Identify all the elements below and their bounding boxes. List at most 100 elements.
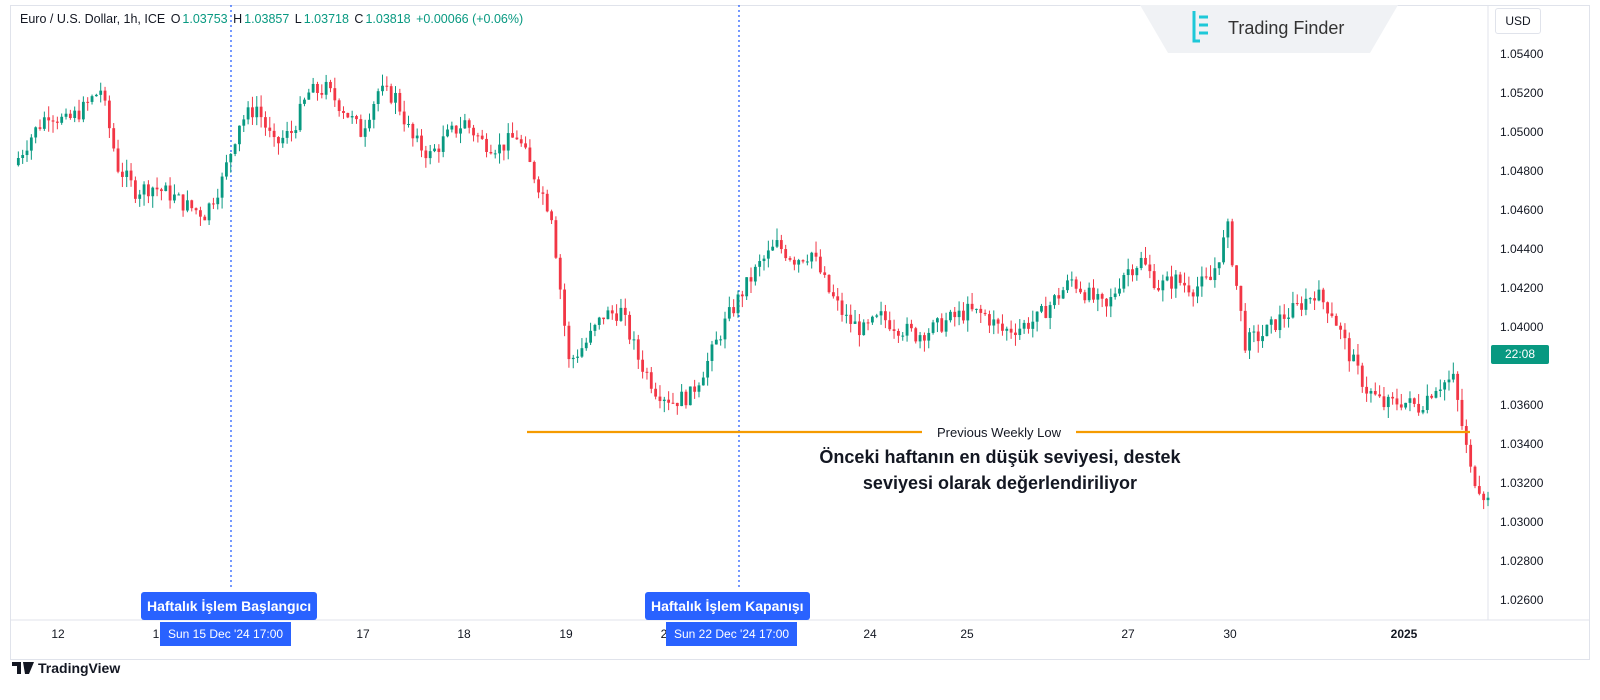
candle-body	[1070, 279, 1074, 281]
candle-body	[151, 187, 155, 197]
candle-body	[264, 117, 267, 128]
candle-body	[879, 311, 883, 316]
week-start-time: Sun 15 Dec '24 17:00	[160, 622, 292, 646]
candle-body	[814, 252, 818, 257]
y-tick-label: 1.02800	[1500, 554, 1544, 568]
y-tick-label: 1.02600	[1500, 593, 1544, 607]
candle-body	[1144, 257, 1147, 265]
candle-body	[168, 185, 172, 201]
candle-body	[576, 356, 579, 358]
candle-body	[389, 86, 393, 103]
candle-body	[493, 153, 497, 155]
candle-body	[51, 120, 55, 122]
price-axis[interactable]: 1.05400 1.05200 1.05000 1.04800 1.04600 1.044…	[1500, 47, 1544, 607]
candle-body	[1447, 379, 1451, 383]
week-close-label: Haftalık İşlem Kapanışı	[645, 592, 810, 620]
y-tick-label: 1.03200	[1500, 476, 1544, 490]
candle-body	[212, 203, 215, 205]
x-tick-label: 2	[661, 627, 668, 641]
candle-body	[1191, 292, 1195, 297]
candle-body	[962, 310, 965, 321]
candle-body	[1469, 444, 1473, 467]
candle-body	[394, 92, 397, 103]
change-value: +0.00066 (+0.06%)	[416, 12, 524, 26]
candle-body	[580, 348, 584, 357]
candle-body	[216, 197, 220, 205]
candle-body	[268, 127, 272, 131]
candle-body	[272, 130, 276, 138]
candle-body	[788, 258, 792, 260]
x-tick-label: 30	[1223, 627, 1237, 641]
low-value: 1.03718	[303, 12, 349, 26]
currency-selector[interactable]: USD	[1495, 8, 1541, 34]
candle-body	[220, 176, 224, 198]
candle-body	[1334, 315, 1338, 326]
candle-body	[593, 324, 597, 331]
candle-body	[515, 137, 519, 140]
candle-body	[34, 127, 38, 138]
candle-body	[988, 314, 991, 326]
candle-body	[1148, 264, 1152, 272]
candle-body	[420, 135, 423, 151]
candle-body	[1018, 328, 1022, 336]
candle-body	[836, 296, 840, 301]
candle-body	[1005, 328, 1009, 331]
candle-body	[740, 294, 744, 297]
y-tick-label: 1.05000	[1500, 125, 1544, 139]
candle-body	[714, 339, 718, 345]
candle-body	[285, 131, 289, 138]
candle-body	[1269, 319, 1273, 325]
candle-body	[1170, 276, 1173, 289]
candle-body	[1360, 365, 1364, 387]
candle-body	[21, 155, 25, 159]
y-tick-label: 1.03600	[1500, 398, 1544, 412]
candle-body	[1113, 293, 1117, 298]
candle-body	[415, 135, 419, 139]
candle-body	[1326, 302, 1329, 314]
candle-body	[446, 129, 449, 137]
candle-body	[736, 294, 740, 314]
candle-body	[901, 335, 905, 337]
candle-body	[953, 311, 957, 318]
candle-body	[1022, 322, 1026, 329]
candle-body	[602, 317, 605, 320]
candle-body	[47, 117, 51, 121]
candle-body	[1187, 285, 1191, 293]
candle-body	[727, 307, 731, 319]
candle-body	[706, 360, 710, 378]
candle-body	[381, 85, 384, 92]
candle-body	[1460, 399, 1464, 427]
candle-body	[99, 90, 103, 95]
candle-body	[402, 111, 406, 125]
candle-body	[1061, 290, 1065, 299]
candle-body	[1044, 305, 1048, 318]
candle-body	[1152, 271, 1156, 288]
candle-body	[160, 189, 163, 192]
candle-body	[107, 100, 111, 129]
tradingview-brand[interactable]: TradingView	[12, 660, 120, 676]
candle-body	[125, 170, 129, 177]
candle-body	[355, 116, 358, 120]
candle-body	[1230, 221, 1234, 266]
symbol-title[interactable]: Euro / U.S. Dollar, 1h, ICE	[20, 12, 166, 26]
candle-body	[120, 171, 124, 177]
candle-body	[910, 323, 913, 329]
candle-body	[732, 307, 736, 314]
candle-body	[311, 83, 315, 93]
candle-body	[1035, 311, 1039, 322]
tradingview-logo-icon	[12, 662, 34, 674]
candle-body	[385, 85, 389, 87]
candle-body	[766, 250, 770, 259]
y-tick-label: 1.04400	[1500, 242, 1544, 256]
candle-body	[623, 307, 627, 315]
candle-body	[875, 315, 879, 317]
candle-body	[1235, 265, 1238, 286]
x-tick-label: 19	[559, 627, 573, 641]
candle-body	[138, 194, 142, 199]
candle-body	[940, 318, 944, 332]
candle-body	[844, 314, 848, 316]
candle-body	[1321, 289, 1325, 303]
candle-body	[242, 119, 246, 126]
time-axis[interactable]: 12 1 17 18 19 2 24 25 27 30 2025	[51, 627, 1417, 641]
